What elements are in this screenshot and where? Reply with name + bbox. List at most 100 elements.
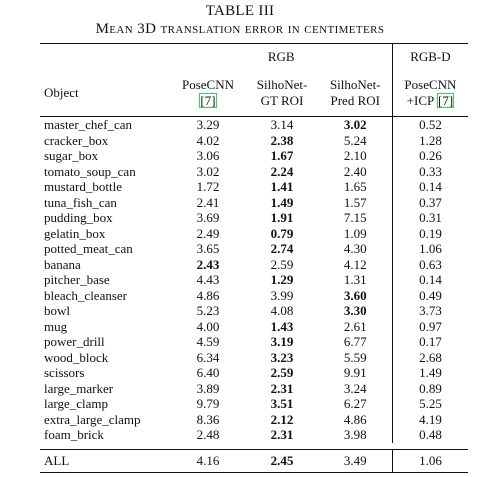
cell-pred: 2.61	[343, 318, 367, 334]
citation-link[interactable]: [7]	[437, 93, 455, 108]
cell-pred: 3.98	[343, 427, 367, 442]
cell-icp: 4.19	[391, 411, 468, 427]
cell-icp: 1.06	[391, 241, 468, 257]
col-header-gt-line1: SilhoNet-	[256, 77, 308, 92]
table-row: scissors 6.40 2.59 9.91 1.49	[40, 365, 468, 381]
table-row: potted_meat_can 3.65 2.74 4.30 1.06	[40, 241, 468, 257]
cell-pred: 1.57	[343, 194, 367, 210]
cell-gt: 3.51	[270, 396, 294, 411]
cell-gt: 1.41	[270, 179, 294, 194]
cell-posecnn: 3.29	[196, 117, 220, 132]
table-row: large_marker 3.89 2.31 3.24 0.89	[40, 380, 468, 396]
cell-gt: 1.67	[270, 148, 294, 163]
cell-icp: 3.73	[391, 303, 468, 319]
cell-gt: 2.59	[270, 365, 294, 380]
col-header-gt-line2: GT ROI	[260, 93, 304, 108]
table-row: large_clamp 9.79 3.51 6.27 5.25	[40, 396, 468, 412]
results-table: RGB RGB-D Object PoseCNN [7] SilhoNet- G…	[40, 43, 468, 473]
cell-posecnn: 9.79	[196, 396, 220, 411]
cell-icp: 0.17	[391, 334, 468, 350]
cell-pred: 6.77	[343, 334, 367, 349]
cell-icp: 0.37	[391, 194, 468, 210]
cell-posecnn: 8.36	[196, 411, 220, 427]
cell-object: potted_meat_can	[44, 241, 133, 256]
cell-posecnn: 3.89	[196, 380, 220, 396]
table-row: pitcher_base 4.43 1.29 1.31 0.14	[40, 272, 468, 288]
cell-gt: 4.08	[270, 303, 294, 318]
cell-object: cracker_box	[44, 132, 109, 148]
cell-pred: 1.65	[343, 179, 367, 194]
cell-pred: 4.12	[343, 256, 367, 272]
cell-object: scissors	[44, 365, 85, 380]
table-title: Mean 3D translation error in centimeters	[95, 21, 385, 37]
cell-icp: 0.14	[391, 272, 468, 288]
table-row: gelatin_box 2.49 0.79 1.09 0.19	[40, 225, 468, 241]
cell-pred: 2.10	[343, 148, 367, 163]
cell-object: wood_block	[44, 349, 109, 365]
cell-posecnn: 4.86	[196, 287, 220, 303]
table-number: TABLE III	[205, 3, 275, 19]
cell-object: large_marker	[44, 380, 114, 396]
cell-gt: 1.43	[270, 318, 294, 334]
group-rgbd: RGB-D	[391, 43, 468, 70]
cell-posecnn: 4.59	[196, 334, 220, 349]
cell-pred: 3.60	[343, 287, 367, 303]
table-row: tuna_fish_can 2.41 1.49 1.57 0.37	[40, 194, 468, 210]
col-header-pred-line2: Pred ROI	[330, 93, 380, 108]
cell-gt: 2.31	[270, 427, 294, 442]
cell-gt: 2.59	[270, 256, 294, 272]
col-header-silhonet-gt: SilhoNet- GT ROI	[245, 70, 318, 117]
cell-icp: 1.28	[391, 132, 468, 148]
cell-object: ALL	[44, 452, 70, 468]
table-row: bleach_cleanser 4.86 3.99 3.60 0.49	[40, 287, 468, 303]
col-header-object: Object	[44, 85, 79, 100]
cell-gt: 2.12	[270, 411, 294, 427]
cell-gt: 2.38	[270, 132, 294, 148]
cell-posecnn: 6.40	[196, 365, 220, 380]
cell-pred: 4.30	[343, 241, 367, 256]
col-header-icp-line1: PoseCNN	[404, 77, 457, 92]
cell-icp: 5.25	[391, 396, 468, 412]
cell-gt: 2.24	[270, 163, 294, 179]
table-row: sugar_box 3.06 1.67 2.10 0.26	[40, 148, 468, 164]
cell-posecnn: 3.65	[196, 241, 220, 256]
cell-object: mustard_bottle	[44, 179, 122, 194]
cell-posecnn: 4.02	[196, 132, 220, 148]
cell-gt: 0.79	[270, 225, 294, 241]
cell-posecnn: 2.41	[196, 194, 220, 210]
header-row: Object PoseCNN [7] SilhoNet- GT ROI Silh…	[40, 70, 468, 117]
cell-gt: 3.99	[270, 287, 294, 303]
cell-pred: 1.09	[343, 225, 367, 241]
cell-object: master_chef_can	[44, 117, 133, 132]
citation-link[interactable]: [7]	[199, 93, 217, 108]
cell-icp: 1.06	[391, 449, 468, 472]
table-row: extra_large_clamp 8.36 2.12 4.86 4.19	[40, 411, 468, 427]
col-header-posecnn: PoseCNN [7]	[171, 70, 246, 117]
table-row: master_chef_can 3.29 3.14 3.02 0.52	[40, 116, 468, 133]
cell-gt: 2.31	[270, 380, 294, 396]
table-row: mustard_bottle 1.72 1.41 1.65 0.14	[40, 179, 468, 195]
col-header-icp-prefix: +ICP	[406, 93, 438, 108]
table-row: power_drill 4.59 3.19 6.77 0.17	[40, 334, 468, 350]
table-row: tomato_soup_can 3.02 2.24 2.40 0.33	[40, 163, 468, 179]
cell-icp: 0.48	[391, 427, 468, 443]
cell-pred: 5.24	[343, 132, 367, 148]
table-row: banana 2.43 2.59 4.12 0.63	[40, 256, 468, 272]
header-group-row: RGB RGB-D	[40, 43, 468, 70]
cell-icp: 0.31	[391, 210, 468, 226]
cell-icp: 0.19	[391, 225, 468, 241]
cell-posecnn: 3.06	[196, 148, 220, 163]
cell-gt: 1.49	[270, 194, 294, 210]
group-rgb: RGB	[267, 49, 295, 64]
cell-icp: 0.97	[391, 318, 468, 334]
cell-icp: 0.49	[391, 287, 468, 303]
cell-icp: 0.63	[391, 256, 468, 272]
col-header-silhonet-pred: SilhoNet- Pred ROI	[319, 70, 393, 117]
cell-gt: 1.91	[270, 210, 294, 225]
cell-pred: 6.27	[343, 396, 367, 411]
cell-posecnn: 1.72	[196, 179, 220, 194]
cell-posecnn: 2.48	[196, 427, 220, 442]
cell-icp: 2.68	[391, 349, 468, 365]
cell-pred: 5.59	[343, 349, 367, 365]
col-header-posecnn-name: PoseCNN	[181, 77, 234, 92]
